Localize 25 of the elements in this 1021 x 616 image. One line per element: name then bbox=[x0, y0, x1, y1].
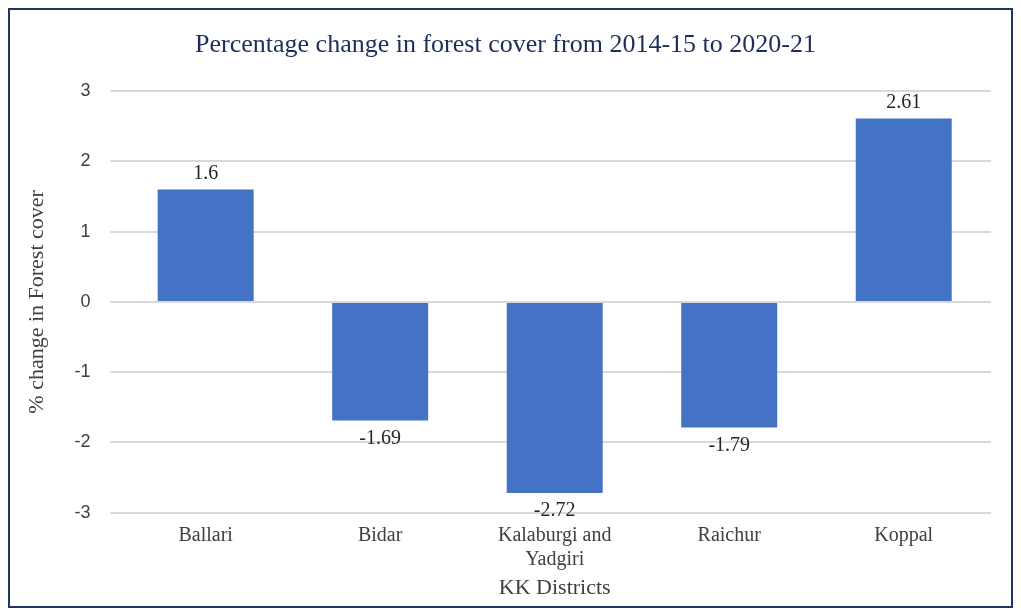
data-label: 1.6 bbox=[193, 160, 219, 183]
bar bbox=[855, 118, 952, 301]
x-tick-label: Koppal bbox=[874, 522, 934, 546]
x-tick-label: Ballari bbox=[178, 522, 234, 545]
bar bbox=[506, 302, 603, 493]
data-label: -1.79 bbox=[708, 432, 751, 455]
x-axis-title: KK Districts bbox=[498, 573, 611, 599]
y-tick-label: 0 bbox=[80, 290, 91, 311]
y-axis-title: % change in Forest cover bbox=[22, 189, 48, 414]
x-tick-label: Raichur bbox=[697, 522, 762, 545]
x-tick-label: Kalaburgi and Yadgiri bbox=[497, 522, 612, 570]
y-tick-label: -2 bbox=[74, 431, 91, 452]
y-tick-label: 2 bbox=[80, 150, 91, 171]
y-tick-label: 3 bbox=[80, 80, 91, 101]
y-tick-label: -1 bbox=[74, 361, 91, 382]
y-tick-label: 1 bbox=[80, 220, 91, 241]
bar bbox=[681, 302, 778, 428]
data-label: 2.61 bbox=[886, 89, 922, 112]
bar bbox=[157, 189, 254, 301]
x-tick-label: Bidar bbox=[357, 522, 403, 545]
bar bbox=[332, 302, 429, 421]
y-tick-label: -3 bbox=[74, 501, 91, 522]
data-label: -1.69 bbox=[359, 425, 402, 448]
data-label: -2.72 bbox=[533, 498, 576, 521]
chart-title: Percentage change in forest cover from 2014-15 to 2020-21 bbox=[195, 29, 816, 59]
